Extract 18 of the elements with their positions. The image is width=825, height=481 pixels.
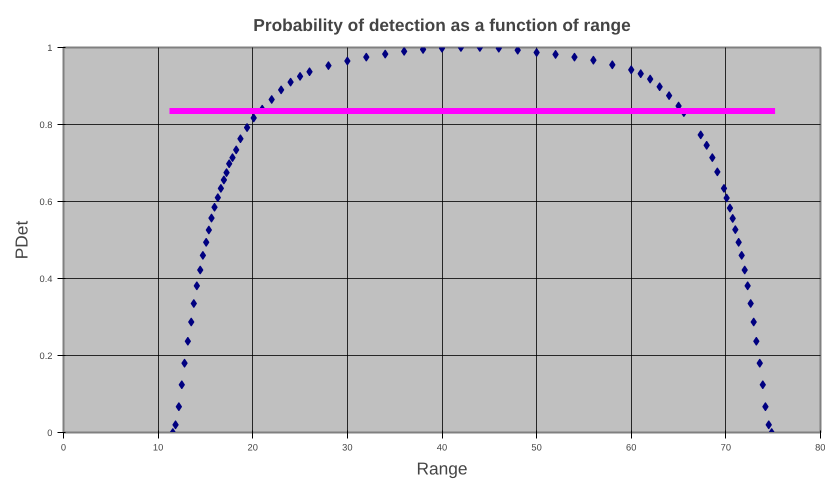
x-tick-label: 30: [342, 442, 353, 452]
chart-title: Probability of detection as a function of range: [253, 15, 632, 35]
x-tick-label: 0: [60, 442, 66, 452]
x-tick-label: 70: [720, 442, 732, 452]
x-axis-title: Range: [416, 458, 468, 478]
x-tick-label: 50: [531, 442, 542, 452]
y-tick-label: 0: [47, 428, 53, 438]
y-tick-label: 0.2: [40, 351, 52, 361]
y-tick-label: 0.4: [40, 274, 52, 284]
y-tick-label: 1: [47, 43, 53, 53]
x-tick-label: 20: [248, 442, 258, 452]
x-tick-label: 60: [626, 442, 636, 452]
y-axis-title: PDet: [12, 220, 32, 260]
y-tick-label: 0.8: [40, 120, 52, 130]
x-tick-label: 40: [436, 442, 448, 452]
x-tick-label: 80: [815, 442, 825, 452]
y-tick-label: 0.6: [40, 197, 52, 207]
x-tick-label: 10: [152, 442, 164, 452]
